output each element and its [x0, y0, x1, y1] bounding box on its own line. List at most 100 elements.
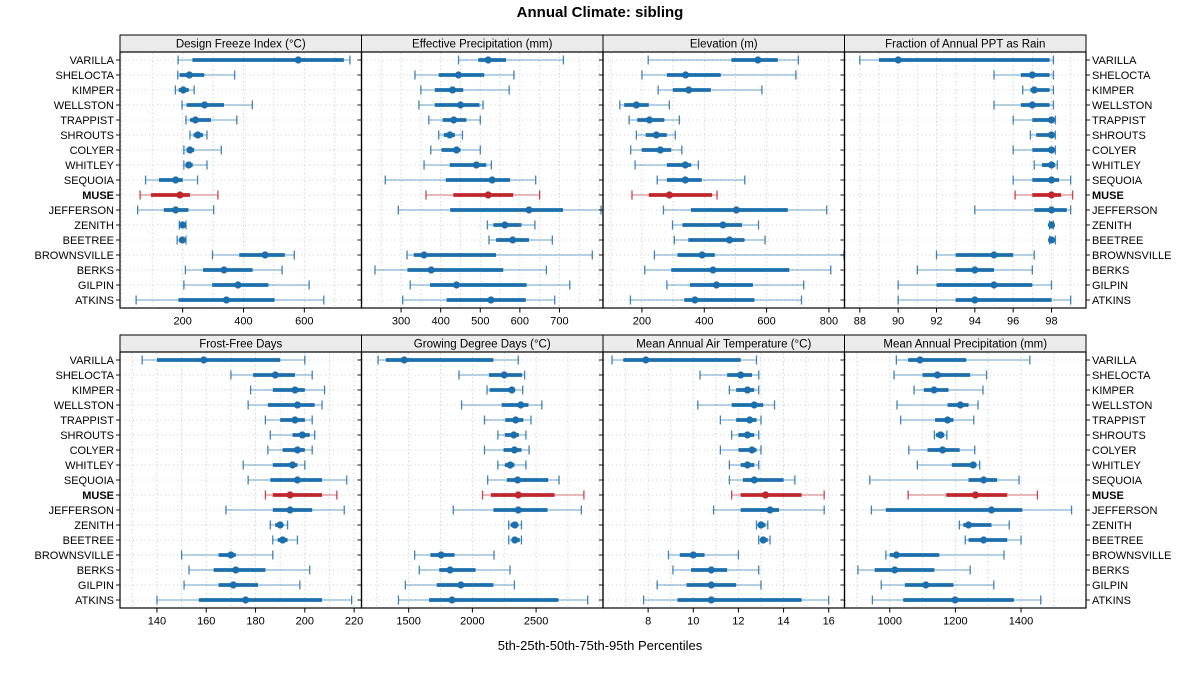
percentile-row-zenith — [269, 520, 289, 530]
median-dot — [930, 386, 938, 394]
percentile-row-atkins — [402, 295, 556, 305]
site-label-right: COLYER — [1092, 145, 1136, 157]
percentile-row-brownsville — [406, 250, 593, 260]
median-dot — [971, 491, 980, 499]
x-tick-label: 180 — [246, 616, 264, 628]
site-label-left: WELLSTON — [54, 100, 114, 112]
site-label-left: COLYER — [70, 145, 114, 157]
site-label-left: WHITLEY — [65, 160, 115, 172]
median-dot — [691, 296, 699, 304]
percentile-row-jefferson — [974, 205, 1072, 215]
percentile-row-beetree — [964, 535, 1022, 545]
site-label-right: SHELOCTA — [1092, 70, 1151, 82]
site-label-left: SHELOCTA — [56, 70, 115, 82]
site-label-left: SEQUOIA — [64, 475, 115, 487]
percentile-row-berks — [184, 265, 283, 275]
percentile-row-whitley — [634, 160, 700, 170]
panel-frost-free-days: Frost-Free Days 140 160 180 200 220 — [116, 334, 363, 628]
median-dot — [642, 356, 650, 364]
percentile-row-beetree — [1047, 235, 1056, 245]
site-label-right: WHITLEY — [1092, 460, 1142, 472]
percentile-row-whitley — [1033, 160, 1058, 170]
median-dot — [512, 416, 520, 424]
median-dot — [990, 251, 998, 259]
percentile-row-gilpin — [183, 280, 310, 290]
median-dot — [510, 446, 519, 454]
percentile-row-whitley — [728, 460, 760, 470]
percentile-row-gilpin — [880, 580, 995, 590]
median-dot — [185, 71, 193, 79]
site-label-left: SHELOCTA — [56, 370, 115, 382]
site-label-left: ZENITH — [74, 520, 114, 532]
median-dot — [707, 596, 715, 604]
median-dot — [632, 101, 640, 109]
site-label-left: ZENITH — [74, 220, 114, 232]
median-dot — [894, 56, 902, 64]
percentile-row-sequoia — [144, 175, 199, 185]
median-dot — [990, 281, 998, 289]
median-dot — [743, 386, 752, 394]
percentile-row-shrouts — [497, 430, 527, 440]
x-axis-title: 5th-25th-50th-75th-95th Percentiles — [497, 638, 703, 653]
percentile-row-shelocta — [414, 70, 515, 80]
median-dot — [656, 146, 664, 154]
percentile-row-varilla — [177, 55, 351, 65]
median-dot — [759, 536, 767, 544]
x-tick-label: 300 — [392, 316, 410, 328]
median-dot — [448, 86, 457, 94]
median-dot — [712, 281, 721, 289]
percentile-row-berks — [857, 565, 971, 575]
percentile-row-wellston — [247, 400, 323, 410]
median-dot — [737, 371, 745, 379]
median-dot — [488, 176, 496, 184]
site-label-right: BROWNSVILLE — [1092, 250, 1171, 262]
site-label-left: SHROUTS — [60, 130, 114, 142]
median-dot — [971, 266, 979, 274]
median-dot — [501, 221, 509, 229]
median-dot — [446, 566, 454, 574]
median-dot — [220, 266, 228, 274]
median-dot — [754, 56, 762, 64]
median-dot — [743, 431, 752, 439]
panel-mean-annual-air-temperature-c-: Mean Annual Air Temperature (°C) 8 10 12 14 1… — [599, 334, 846, 628]
percentile-row-kimper — [420, 85, 510, 95]
median-dot — [484, 191, 492, 199]
percentile-row-shrouts — [730, 430, 760, 440]
median-dot — [176, 191, 184, 199]
percentile-row-varilla — [859, 55, 1055, 65]
site-label-left: WELLSTON — [54, 400, 114, 412]
percentile-row-brownsville — [667, 550, 740, 560]
median-dot — [1047, 131, 1056, 139]
percentile-row-sequoia — [1012, 175, 1072, 185]
site-label-left: MUSE — [82, 190, 114, 202]
median-dot — [232, 566, 240, 574]
site-label-right: WHITLEY — [1092, 160, 1142, 172]
median-dot — [746, 416, 754, 424]
site-label-left: JEFFERSON — [49, 505, 114, 517]
percentile-row-berks — [418, 565, 511, 575]
x-tick-label: 400 — [432, 316, 450, 328]
percentile-row-muse — [1014, 190, 1074, 200]
percentile-row-zenith — [178, 220, 187, 230]
median-dot — [743, 461, 752, 469]
site-label-left: SHROUTS — [60, 430, 114, 442]
site-label-left: TRAPPIST — [60, 415, 114, 427]
median-dot — [1047, 176, 1056, 184]
median-dot — [200, 101, 209, 109]
site-label-right: ATKINS — [1092, 595, 1131, 607]
x-tick-label: 200 — [296, 616, 314, 628]
percentile-row-gilpin — [656, 580, 762, 590]
median-dot — [685, 86, 693, 94]
site-label-right: VARILLA — [1092, 55, 1137, 67]
percentile-row-shelocta — [230, 370, 313, 380]
median-dot — [234, 281, 242, 289]
percentile-row-brownsville — [935, 250, 1035, 260]
median-dot — [427, 266, 435, 274]
median-dot — [525, 206, 533, 214]
percentile-row-zenith — [755, 520, 769, 530]
percentile-row-atkins — [897, 295, 1072, 305]
median-dot — [964, 521, 973, 529]
x-tick-label: 92 — [930, 316, 942, 328]
median-dot — [514, 491, 522, 499]
percentile-row-wellston — [896, 400, 979, 410]
